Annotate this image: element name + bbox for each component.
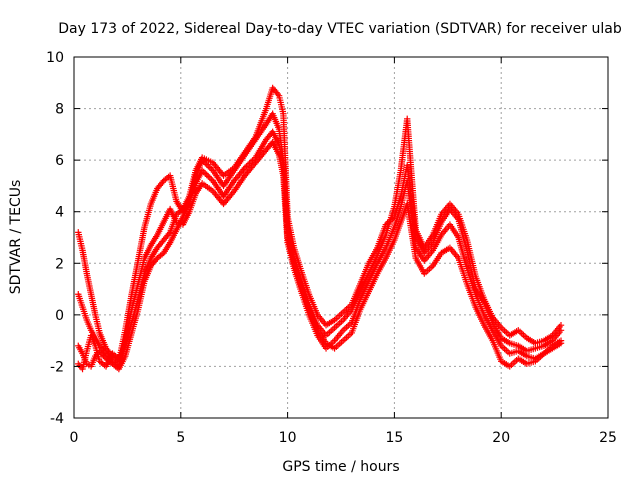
x-tick-label: 5	[176, 430, 185, 446]
data-point	[202, 159, 209, 167]
x-tick-label: 25	[599, 430, 617, 446]
y-axis-label: SDTVAR / TECUs	[8, 180, 24, 295]
data-point	[200, 168, 207, 176]
y-tick-label: 8	[55, 102, 64, 118]
series-track-3	[75, 128, 565, 373]
data-point	[557, 327, 565, 334]
data-point	[243, 163, 250, 170]
plot-frame	[73, 56, 609, 419]
x-tick-label: 0	[70, 430, 79, 446]
data-point	[247, 158, 255, 166]
grid-lines	[74, 57, 608, 418]
data-point	[250, 155, 258, 163]
x-tick-label: 15	[385, 430, 403, 446]
data-point	[206, 164, 213, 171]
x-axis-label: GPS time / hours	[282, 459, 399, 475]
x-tick-label: 10	[279, 430, 297, 446]
data-point	[249, 157, 256, 164]
chart-title: Day 173 of 2022, Sidereal Day-to-day VTE…	[58, 21, 622, 37]
y-tick-label: 0	[55, 308, 64, 324]
y-tick-label: 2	[55, 256, 64, 272]
data-point	[241, 164, 249, 172]
y-tick-label: 4	[55, 205, 64, 221]
x-tick-label: 20	[492, 430, 510, 446]
y-tick-label: -2	[50, 359, 64, 375]
data-point	[244, 161, 252, 169]
axis-ticks: 0 5 10 15 20 25 -4 -2 0 2 4 6 8 10	[46, 50, 617, 446]
y-tick-label: 6	[55, 153, 64, 169]
series-track-4	[75, 84, 565, 373]
data-point	[202, 170, 209, 177]
y-tick-label: -4	[50, 411, 64, 427]
data-points	[75, 84, 565, 373]
data-point	[203, 171, 210, 179]
y-tick-label: 10	[46, 50, 64, 66]
data-point	[205, 162, 212, 170]
data-point	[206, 174, 213, 182]
data-point	[557, 340, 565, 347]
data-point	[205, 173, 212, 180]
data-point	[198, 167, 206, 174]
data-point	[246, 160, 253, 167]
